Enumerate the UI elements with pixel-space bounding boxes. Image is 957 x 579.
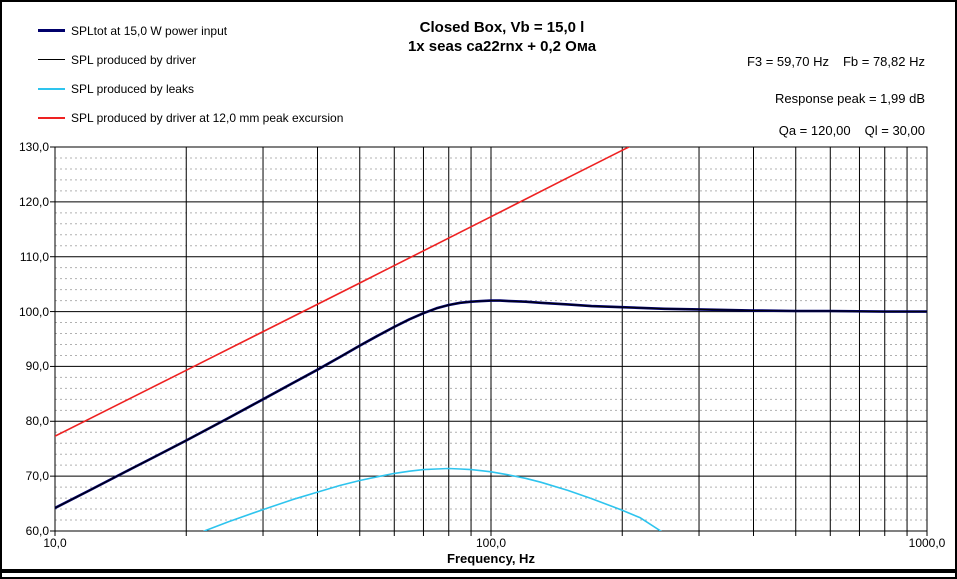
stat-f3: F3 = 59,70 Hz xyxy=(746,54,829,69)
legend-item-spltot: SPLtot at 15,0 W power input xyxy=(38,16,343,45)
stat-qa: Qa = 120,00 xyxy=(778,123,851,138)
x-tick-label: 1000,0 xyxy=(908,536,946,550)
legend-item-label: SPL produced by driver at 12,0 mm peak e… xyxy=(71,110,344,125)
legend-item-leaks: SPL produced by leaks xyxy=(38,74,343,103)
stat-fb: Fb = 78,82 Hz xyxy=(842,54,925,69)
stats-qa-ql: Qa = 120,00 Ql = 30,00 xyxy=(779,123,925,138)
curve-driver xyxy=(55,300,927,509)
y-tick-label: 120,0 xyxy=(18,194,49,209)
legend-line-swatch xyxy=(38,116,65,119)
y-tick-label: 130,0 xyxy=(18,140,49,154)
legend-item-label: SPL produced by driver xyxy=(71,52,196,67)
x-tick-label: 100,0 xyxy=(475,536,507,550)
stats-f3-fb: F3 = 59,70 Hz Fb = 78,82 Hz xyxy=(747,54,925,69)
legend-line-swatch xyxy=(38,87,65,90)
legend-line-swatch xyxy=(38,59,65,60)
x-tick-label: 10,0 xyxy=(43,536,67,550)
chart-title-line2: 1x seas ca22rnx + 0,2 Ома xyxy=(407,38,597,55)
legend-item-driver: SPL produced by driver xyxy=(38,45,343,74)
legend: SPLtot at 15,0 W power input SPL produced… xyxy=(38,16,343,132)
legend-item-label: SPLtot at 15,0 W power input xyxy=(71,23,228,38)
legend-item-excursion: SPL produced by driver at 12,0 mm peak e… xyxy=(38,103,343,132)
legend-line-swatch xyxy=(38,29,65,32)
y-tick-label: 70,0 xyxy=(25,469,49,484)
chart-title: Closed Box, Vb = 15,0 l 1x seas ca22rnx … xyxy=(342,18,662,56)
bottom-border-bar xyxy=(2,569,955,573)
chart-title-line1: Closed Box, Vb = 15,0 l xyxy=(419,19,585,36)
curve-leaks xyxy=(203,467,662,531)
curve-excursion xyxy=(55,147,630,437)
stats-response-peak: Response peak = 1,99 dB xyxy=(775,91,925,106)
y-tick-label: 110,0 xyxy=(19,249,49,264)
y-tick-label: 60,0 xyxy=(25,524,49,538)
y-tick-label: 90,0 xyxy=(25,359,49,374)
stat-ql: Ql = 30,00 xyxy=(864,123,925,138)
legend-item-label: SPL produced by leaks xyxy=(71,81,194,96)
y-tick-label: 100,0 xyxy=(18,304,49,319)
plot-border xyxy=(54,146,928,532)
y-tick-label: 80,0 xyxy=(25,414,49,429)
x-axis-title: Frequency, Hz xyxy=(447,551,535,566)
